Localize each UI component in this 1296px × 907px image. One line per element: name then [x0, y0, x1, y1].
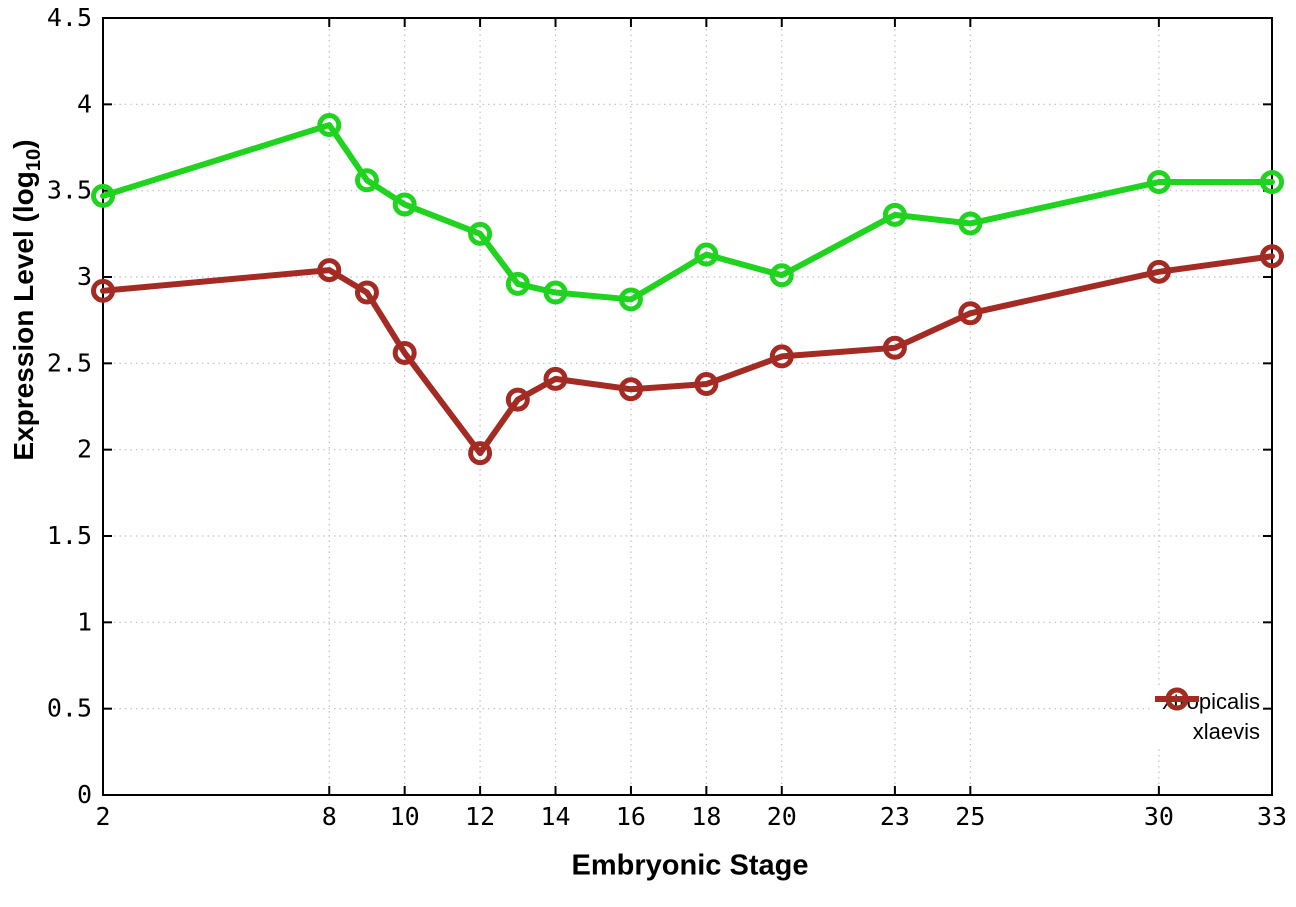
y-axis-title-text: Expression Level (log — [8, 171, 40, 461]
y-axis-title-suffix: ) — [8, 139, 40, 149]
data-point-xtropicalis-25 — [958, 211, 983, 236]
legend-label-xlaevis: xlaevis — [1192, 718, 1260, 744]
y-tick-label: 3.5 — [47, 176, 92, 205]
y-axis-title: Expression Level (log10) — [8, 139, 46, 460]
data-point-xlaevis-2 — [91, 278, 115, 303]
x-tick-label: 30 — [1144, 802, 1174, 831]
data-point-xtropicalis-14 — [543, 280, 568, 305]
data-point-xtropicalis-18 — [694, 242, 719, 267]
x-tick-label: 10 — [390, 802, 420, 831]
data-point-xtropicalis-20 — [769, 263, 794, 288]
data-point-xlaevis-12 — [468, 441, 493, 466]
data-point-xtropicalis-9 — [354, 168, 379, 193]
data-point-xlaevis-18 — [694, 372, 719, 397]
y-tick-label: 2 — [77, 435, 92, 464]
x-tick-label: 33 — [1257, 802, 1287, 831]
data-point-xlaevis-23 — [882, 335, 907, 360]
data-point-xtropicalis-23 — [882, 202, 907, 227]
data-point-xtropicalis-10 — [392, 192, 417, 217]
data-point-xtropicalis-12 — [468, 221, 493, 246]
x-tick-label: 25 — [955, 802, 985, 831]
data-point-xtropicalis-16 — [618, 287, 643, 312]
x-tick-label: 16 — [616, 802, 646, 831]
x-tick-label: 20 — [767, 802, 797, 831]
x-tick-label: 23 — [880, 802, 910, 831]
y-tick-label: 1.5 — [47, 521, 92, 550]
x-tick-label: 18 — [691, 802, 721, 831]
y-tick-label: 0.5 — [47, 694, 92, 723]
data-point-xlaevis-30 — [1146, 259, 1171, 284]
x-tick-label: 14 — [540, 802, 570, 831]
legend: xtropicalis xlaevis — [1154, 686, 1262, 747]
y-tick-label: 1 — [77, 607, 92, 636]
data-point-xlaevis-16 — [618, 377, 643, 402]
plot-border — [102, 17, 1273, 796]
y-tick-label: 2.5 — [47, 348, 92, 377]
data-point-xlaevis-9 — [354, 280, 379, 305]
data-point-xtropicalis-8 — [317, 113, 342, 138]
data-point-xtropicalis-2 — [91, 183, 115, 208]
y-tick-label: 3 — [77, 262, 92, 291]
y-tick-label: 4 — [77, 89, 92, 118]
legend-row-xlaevis: xlaevis — [1155, 687, 1260, 745]
data-point-xlaevis-8 — [317, 258, 342, 283]
data-point-xlaevis-33 — [1260, 244, 1284, 269]
legend-marker-icon — [1155, 687, 1200, 711]
x-axis-title: Embryonic Stage — [571, 849, 809, 882]
data-point-xtropicalis-33 — [1260, 170, 1284, 195]
x-tick-label: 12 — [465, 802, 495, 831]
data-point-xlaevis-13 — [505, 387, 530, 412]
data-point-xlaevis-20 — [769, 344, 794, 369]
x-tick-label: 8 — [322, 802, 337, 831]
y-tick-label: 0 — [77, 780, 92, 809]
series-line-xlaevis — [100, 253, 1275, 457]
y-axis-title-subscript: 10 — [22, 148, 45, 172]
data-point-xlaevis-10 — [392, 340, 417, 365]
x-tick-label: 2 — [95, 802, 110, 831]
data-point-xtropicalis-13 — [505, 271, 530, 296]
data-point-xtropicalis-30 — [1146, 170, 1171, 195]
data-point-xlaevis-14 — [543, 366, 568, 391]
data-point-xlaevis-25 — [958, 301, 983, 326]
y-tick-label: 4.5 — [47, 3, 92, 32]
